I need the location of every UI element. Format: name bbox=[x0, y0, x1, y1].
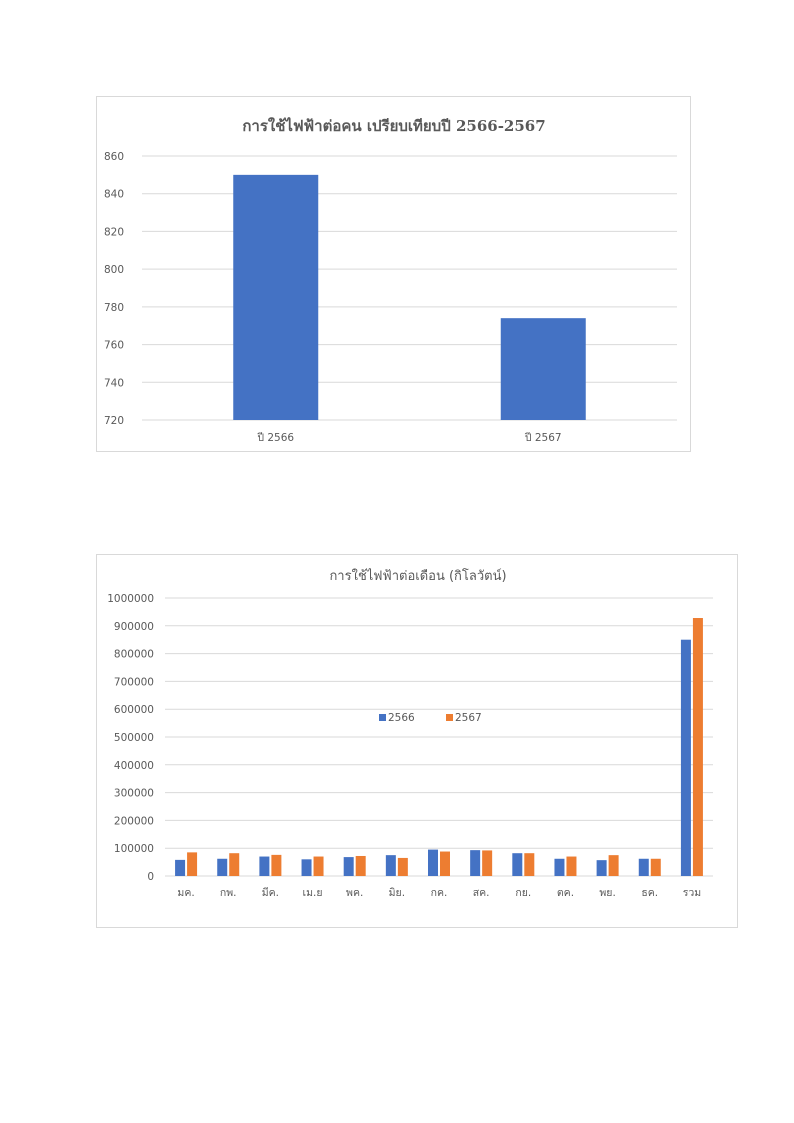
chart2-ytick-label: 0 bbox=[147, 871, 154, 883]
chart2-ytick-label: 300000 bbox=[114, 788, 154, 800]
chart2-bar-2567 bbox=[482, 850, 493, 876]
chart1-ytick-label: 860 bbox=[104, 151, 124, 163]
per-person-chart: การใช้ไฟฟ้าต่อคน เปรียบเทียบปี 2566-2567… bbox=[96, 96, 691, 452]
chart2-bar-2567 bbox=[566, 856, 577, 876]
chart2-xtick-label: กย. bbox=[515, 887, 531, 899]
chart2-legend-label: 2566 bbox=[388, 712, 415, 724]
chart2-xtick-label: มค. bbox=[177, 887, 194, 899]
chart2-ytick-label: 100000 bbox=[114, 843, 154, 855]
chart2-bar-2567 bbox=[313, 856, 324, 876]
chart2-title: การใช้ไฟฟ้าต่อเดือน (กิโลวัตน์) bbox=[329, 568, 506, 584]
chart2-ytick-label: 1000000 bbox=[107, 593, 154, 605]
chart2-ytick-label: 700000 bbox=[114, 676, 154, 688]
monthly-chart-svg: การใช้ไฟฟ้าต่อเดือน (กิโลวัตน์) 0 100000 2… bbox=[107, 568, 713, 899]
chart1-xtick-label: ปี 2567 bbox=[525, 431, 562, 444]
chart2-bar-2566 bbox=[385, 855, 396, 876]
chart2-xtick-label: เม.ย bbox=[303, 887, 323, 899]
chart1-ytick-label: 820 bbox=[104, 226, 124, 238]
chart2-xtick-label: รวม bbox=[683, 887, 701, 899]
chart2-xtick-label: พค. bbox=[346, 887, 363, 899]
chart2-xtick-label: ธค. bbox=[641, 887, 658, 899]
chart2-xtick-label: สค. bbox=[473, 887, 490, 899]
chart1-title: การใช้ไฟฟ้าต่อคน เปรียบเทียบปี 2566-2567 bbox=[242, 116, 545, 135]
chart2-bar-2567 bbox=[692, 618, 703, 876]
chart2-bar-2567 bbox=[608, 855, 619, 876]
chart1-ytick-label: 720 bbox=[104, 415, 124, 427]
chart2-bar-2567 bbox=[524, 853, 535, 876]
chart1-ytick-label: 800 bbox=[104, 264, 124, 276]
chart2-xtick-label: กพ. bbox=[220, 887, 237, 899]
chart2-bar-2567 bbox=[229, 853, 240, 876]
chart2-ytick-label: 500000 bbox=[114, 732, 154, 744]
chart2-bar-2567 bbox=[187, 852, 198, 876]
chart2-bar-2567 bbox=[440, 851, 450, 876]
chart2-bar-2566 bbox=[470, 850, 481, 876]
chart2-xtick-label: พย. bbox=[599, 887, 615, 899]
chart2-ytick-label: 900000 bbox=[114, 621, 154, 633]
chart2-bar-2566 bbox=[638, 858, 649, 876]
chart1-bar bbox=[233, 174, 319, 420]
chart2-bar-2566 bbox=[259, 856, 270, 876]
chart2-legend-label: 2567 bbox=[455, 712, 482, 724]
chart2-xtick-label: ตค. bbox=[557, 887, 574, 899]
chart2-legend-swatch bbox=[379, 714, 386, 721]
chart2-bar-2567 bbox=[650, 858, 661, 876]
chart2-ytick-label: 800000 bbox=[114, 649, 154, 661]
chart1-bar bbox=[500, 318, 586, 420]
chart1-ytick-label: 760 bbox=[104, 340, 124, 352]
chart2-ytick-label: 200000 bbox=[114, 815, 154, 827]
chart2-xtick-label: กค. bbox=[431, 887, 448, 899]
chart2-bar-2566 bbox=[554, 858, 565, 876]
chart2-bar-2566 bbox=[512, 853, 523, 876]
chart2-bar-2566 bbox=[175, 859, 186, 876]
chart2-bar-2567 bbox=[355, 855, 366, 876]
chart2-bar-2566 bbox=[428, 849, 438, 876]
chart2-legend-swatch bbox=[446, 714, 453, 721]
chart2-ytick-label: 600000 bbox=[114, 704, 154, 716]
chart2-xtick-label: มิย. bbox=[389, 887, 405, 899]
chart2-bar-2566 bbox=[343, 857, 354, 876]
per-person-chart-svg: การใช้ไฟฟ้าต่อคน เปรียบเทียบปี 2566-2567… bbox=[104, 116, 677, 444]
monthly-chart: การใช้ไฟฟ้าต่อเดือน (กิโลวัตน์) 0 100000 2… bbox=[96, 554, 738, 928]
chart2-xtick-label: มีค. bbox=[262, 886, 279, 899]
chart2-bar-2566 bbox=[301, 859, 312, 876]
chart2-bar-2567 bbox=[271, 854, 282, 876]
chart1-ytick-label: 780 bbox=[104, 302, 124, 314]
chart2-bar-2566 bbox=[217, 858, 228, 876]
chart2-bar-2566 bbox=[680, 639, 691, 876]
chart1-xtick-label: ปี 2566 bbox=[257, 431, 294, 444]
chart2-ytick-label: 400000 bbox=[114, 760, 154, 772]
chart1-ytick-label: 840 bbox=[104, 189, 124, 201]
chart2-bar-2566 bbox=[596, 860, 607, 876]
chart1-ytick-label: 740 bbox=[104, 377, 124, 389]
chart2-bar-2567 bbox=[397, 857, 408, 876]
